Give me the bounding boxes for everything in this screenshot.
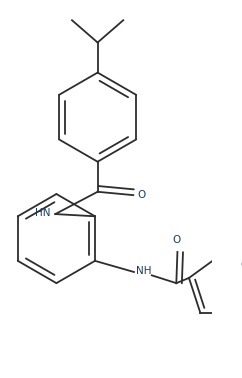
Text: O: O (240, 260, 242, 270)
Text: O: O (138, 190, 146, 200)
Text: HN: HN (35, 208, 51, 218)
Text: O: O (172, 235, 181, 245)
Text: NH: NH (136, 266, 152, 276)
